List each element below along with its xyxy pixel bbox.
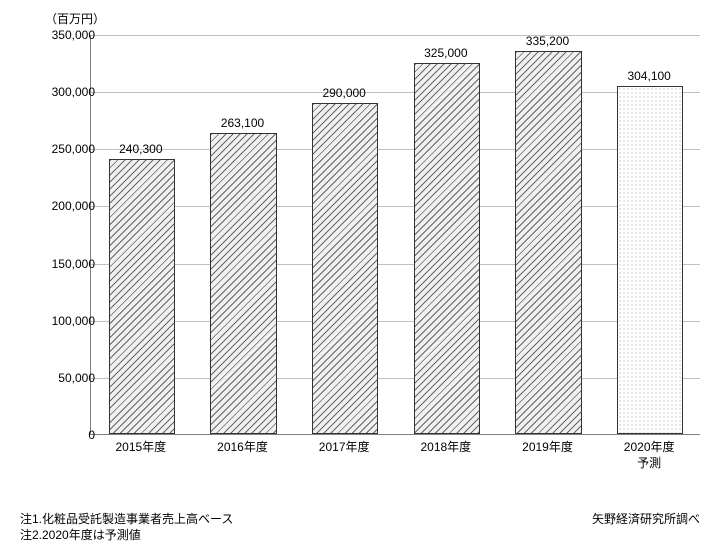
footnote-1: 注1.化粧品受託製造事業者売上高ベース [20,510,233,527]
x-tick-label: 2017年度 [304,440,384,456]
bar-value-label: 263,100 [221,116,264,130]
bar [109,159,175,434]
gridline [91,264,700,265]
x-tick-label: 2015年度 [101,440,181,456]
plot-area [90,35,700,435]
gridline [91,35,700,36]
x-tick-label: 2020年度予測 [609,440,689,471]
gridline [91,321,700,322]
gridline [91,92,700,93]
bar [210,133,276,434]
y-tick-label: 100,000 [40,314,95,328]
bar [312,103,378,434]
y-axis-title: （百万円） [45,10,105,27]
footnote-2: 注2.2020年度は予測値 [20,526,141,543]
y-tick-label: 250,000 [40,142,95,156]
y-tick-label: 50,000 [40,371,95,385]
y-tick-label: 0 [40,428,95,442]
gridline [91,378,700,379]
gridline [91,149,700,150]
bar [414,63,480,434]
y-tick-label: 350,000 [40,28,95,42]
bar-chart: （百万円） 0 50,000 100,000 150,000 200,000 250,00… [20,10,710,490]
y-tick-label: 200,000 [40,199,95,213]
bar-value-label: 240,300 [119,142,162,156]
x-tick-label: 2016年度 [203,440,283,456]
source-note: 矢野経済研究所調べ [592,510,700,527]
bar [617,86,683,434]
bar [515,51,581,434]
bar-value-label: 304,100 [627,69,670,83]
y-tick-label: 150,000 [40,257,95,271]
x-tick-label: 2019年度 [508,440,588,456]
bar-value-label: 290,000 [322,86,365,100]
y-tick-label: 300,000 [40,85,95,99]
bar-value-label: 325,000 [424,46,467,60]
gridline [91,206,700,207]
bar-value-label: 335,200 [526,34,569,48]
x-tick-label: 2018年度 [406,440,486,456]
